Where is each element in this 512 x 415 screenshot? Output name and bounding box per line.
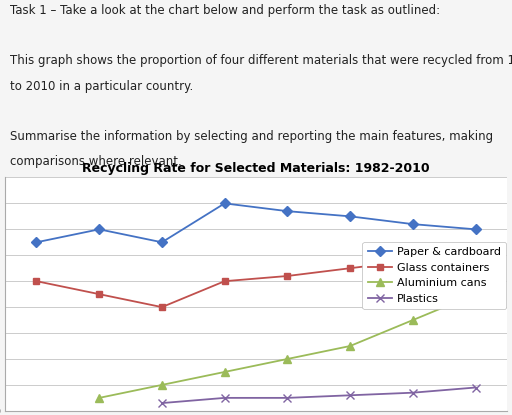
Glass containers [159,305,165,310]
Aluminium cans [347,344,353,349]
Aluminium cans [410,317,416,322]
Glass containers [347,266,353,271]
Glass containers [284,273,290,278]
Text: Summarise the information by selecting and reporting the main features, making: Summarise the information by selecting a… [10,130,493,143]
Title: Recycling Rate for Selected Materials: 1982-2010: Recycling Rate for Selected Materials: 1… [82,162,430,175]
Paper & cardboard [347,214,353,219]
Plastics [473,385,479,390]
Plastics [159,400,165,405]
Text: This graph shows the proportion of four different materials that were recycled f: This graph shows the proportion of four … [10,54,512,67]
Aluminium cans [284,356,290,361]
Line: Plastics: Plastics [158,383,480,407]
Glass containers [96,292,102,297]
Glass containers [410,258,416,263]
Line: Aluminium cans: Aluminium cans [95,290,480,402]
Paper & cardboard [222,201,228,206]
Text: comparisons where relevant.: comparisons where relevant. [10,155,182,168]
Line: Paper & cardboard: Paper & cardboard [33,200,479,246]
Paper & cardboard [159,240,165,245]
Plastics [347,393,353,398]
Aluminium cans [473,292,479,297]
Paper & cardboard [410,222,416,227]
Paper & cardboard [284,209,290,214]
Plastics [284,395,290,400]
Glass containers [473,253,479,258]
Paper & cardboard [33,240,39,245]
Aluminium cans [96,395,102,400]
Legend: Paper & cardboard, Glass containers, Aluminium cans, Plastics: Paper & cardboard, Glass containers, Alu… [362,242,506,309]
Aluminium cans [222,369,228,374]
Glass containers [222,279,228,284]
Line: Glass containers: Glass containers [33,252,479,310]
Paper & cardboard [96,227,102,232]
Aluminium cans [159,383,165,388]
Plastics [410,390,416,395]
Plastics [222,395,228,400]
Text: to 2010 in a particular country.: to 2010 in a particular country. [10,80,194,93]
Paper & cardboard [473,227,479,232]
Text: Task 1 – Take a look at the chart below and perform the task as outlined:: Task 1 – Take a look at the chart below … [10,4,440,17]
Glass containers [33,279,39,284]
